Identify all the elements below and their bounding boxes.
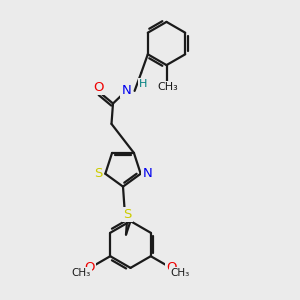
Text: N: N — [142, 167, 152, 180]
Text: CH₃: CH₃ — [72, 268, 91, 278]
Text: N: N — [121, 84, 131, 98]
Text: O: O — [166, 261, 176, 274]
Text: S: S — [123, 208, 132, 221]
Text: CH₃: CH₃ — [158, 82, 178, 92]
Text: O: O — [94, 81, 104, 94]
Text: S: S — [94, 167, 103, 180]
Text: CH₃: CH₃ — [170, 268, 189, 278]
Text: H: H — [139, 79, 147, 89]
Text: O: O — [85, 261, 95, 274]
